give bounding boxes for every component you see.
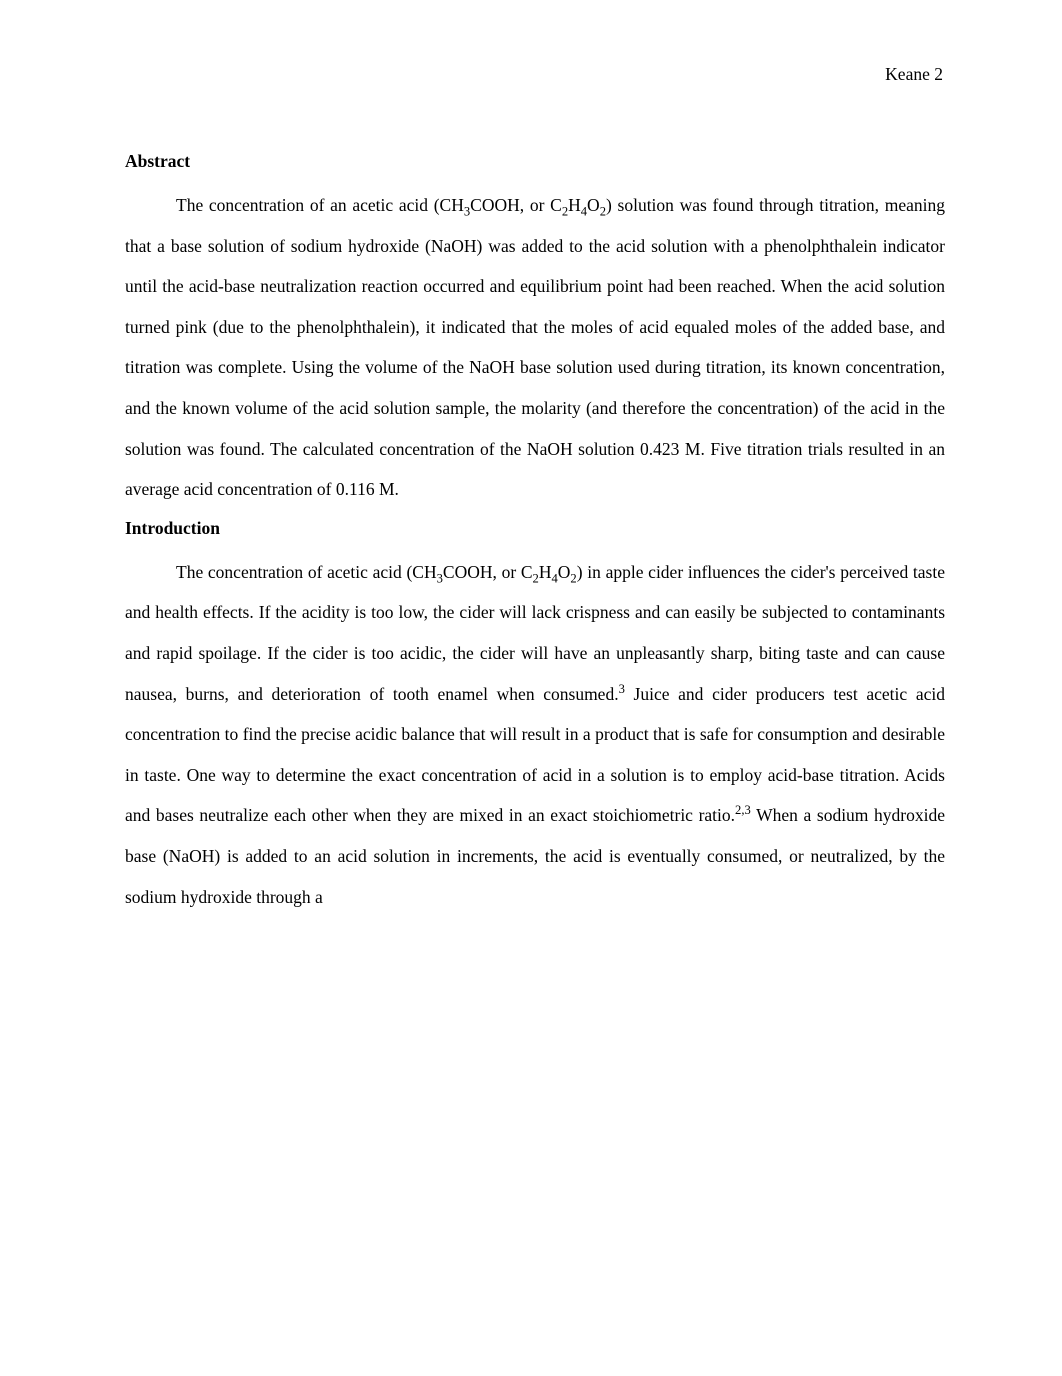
abstract-heading: Abstract bbox=[125, 151, 945, 172]
introduction-heading: Introduction bbox=[125, 518, 945, 539]
abstract-paragraph: The concentration of an acetic acid (CH3… bbox=[125, 185, 945, 510]
introduction-paragraph: The concentration of acetic acid (CH3COO… bbox=[125, 552, 945, 917]
running-head: Keane 2 bbox=[125, 64, 945, 85]
